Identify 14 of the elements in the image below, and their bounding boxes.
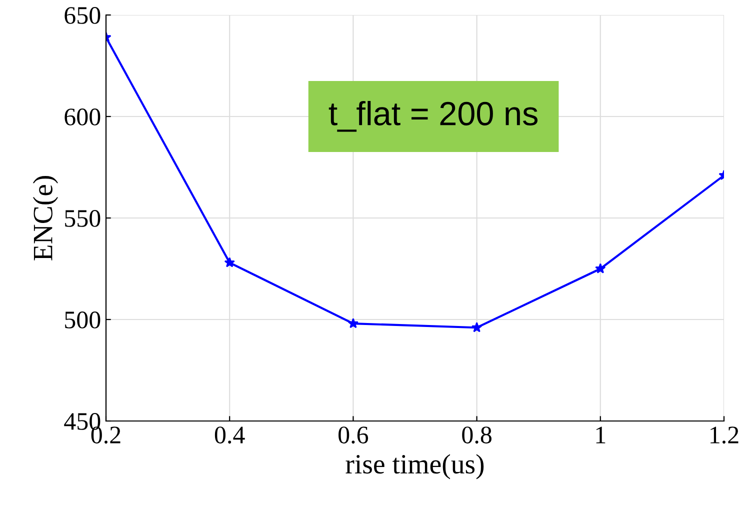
point	[348, 318, 359, 328]
x-tick-label: 1.2	[710, 426, 738, 444]
x-tick-label: 0.6	[338, 426, 368, 444]
y-tick-label: 500	[65, 312, 100, 328]
y-tick-label: 650	[64, 7, 100, 24]
annotation: t_flat = 200 ns	[328, 100, 538, 132]
y-axis-title: ENC(e)	[32, 176, 58, 260]
y-tick-label: 550	[65, 210, 100, 227]
y-tick-label: 600	[64, 108, 100, 126]
x-tick-label: 1	[596, 426, 606, 444]
x-tick-label: 0.8	[462, 426, 492, 444]
x-axis-title: rise time(us)	[346, 454, 484, 480]
x-tick-label: 0.4	[214, 426, 245, 444]
point	[471, 322, 482, 332]
